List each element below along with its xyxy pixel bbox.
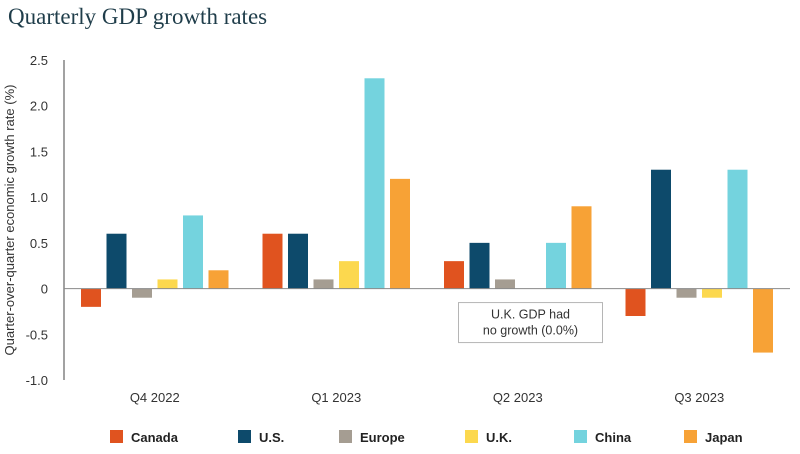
axes <box>63 60 790 380</box>
x-category-label: Q1 2023 <box>311 390 361 405</box>
y-tick-label: 1.5 <box>30 144 48 159</box>
legend-label: U.S. <box>259 430 284 445</box>
y-tick-label: 1.0 <box>30 190 48 205</box>
bar-europe-q4-2022 <box>132 288 152 298</box>
legend-label: Europe <box>360 430 405 445</box>
x-category-label: Q4 2022 <box>130 390 180 405</box>
bar-us-q4-2022 <box>106 233 127 289</box>
bar-japan-q1-2023 <box>390 178 410 289</box>
legend-swatch <box>110 430 123 443</box>
bars <box>81 78 773 353</box>
y-axis-label: Quarter-over-quarter economic growth rat… <box>2 85 17 356</box>
y-tick-label: 0.5 <box>30 236 48 251</box>
bar-japan-q2-2023 <box>571 206 592 289</box>
bar-us-q1-2023 <box>288 233 308 289</box>
bar-us-q3-2023 <box>651 169 671 289</box>
legend-swatch <box>465 430 478 443</box>
annotation-box <box>458 302 603 344</box>
legend-label: China <box>595 430 632 445</box>
x-category-label: Q3 2023 <box>674 390 724 405</box>
legend-swatch <box>684 430 697 443</box>
bar-canada-q4-2022 <box>81 288 101 307</box>
legend-label: U.K. <box>486 430 512 445</box>
annotation-text: no growth (0.0%) <box>483 324 578 338</box>
bar-europe-q3-2023 <box>676 288 697 298</box>
x-category-label: Q2 2023 <box>493 390 543 405</box>
bar-canada-q2-2023 <box>444 261 464 289</box>
bar-canada-q1-2023 <box>262 233 283 289</box>
y-tick-label: 0 <box>41 282 48 297</box>
y-axis-label-group: Quarter-over-quarter economic growth rat… <box>2 85 17 356</box>
legend-label: Japan <box>705 430 743 445</box>
y-tick-label: -1.0 <box>26 373 48 388</box>
bar-europe-q2-2023 <box>495 279 515 289</box>
bar-europe-q1-2023 <box>313 279 334 289</box>
bar-canada-q3-2023 <box>625 288 646 316</box>
y-tick-label: 2.5 <box>30 53 48 68</box>
bar-japan-q4-2022 <box>208 270 229 289</box>
bar-uk-q3-2023 <box>702 288 722 298</box>
bar-uk-q1-2023 <box>339 261 359 289</box>
bar-china-q3-2023 <box>727 169 748 289</box>
x-axis-categories: Q4 2022 Q1 2023 Q2 2023 Q3 2023 <box>130 390 724 405</box>
annotation-text: U.K. GDP had <box>491 308 570 322</box>
legend-swatch <box>339 430 352 443</box>
y-tick-label: 2.0 <box>30 99 48 114</box>
y-axis-ticks: 2.5 2.0 1.5 1.0 0.5 0 -0.5 -1.0 <box>26 53 48 388</box>
legend-swatch <box>574 430 587 443</box>
bar-china-q4-2022 <box>183 215 203 289</box>
bar-japan-q3-2023 <box>753 288 773 353</box>
annotation: U.K. GDP had no growth (0.0%) <box>458 302 603 344</box>
legend-label: Canada <box>131 430 179 445</box>
bar-us-q2-2023 <box>469 242 490 289</box>
legend: Canada U.S. Europe U.K. China Japan <box>110 430 743 445</box>
chart-title: Quarterly GDP growth rates <box>8 4 268 29</box>
bar-china-q1-2023 <box>364 78 385 289</box>
y-tick-label: -0.5 <box>26 327 48 342</box>
legend-swatch <box>238 430 251 443</box>
bar-uk-q4-2022 <box>157 279 178 289</box>
bar-china-q2-2023 <box>546 242 566 289</box>
